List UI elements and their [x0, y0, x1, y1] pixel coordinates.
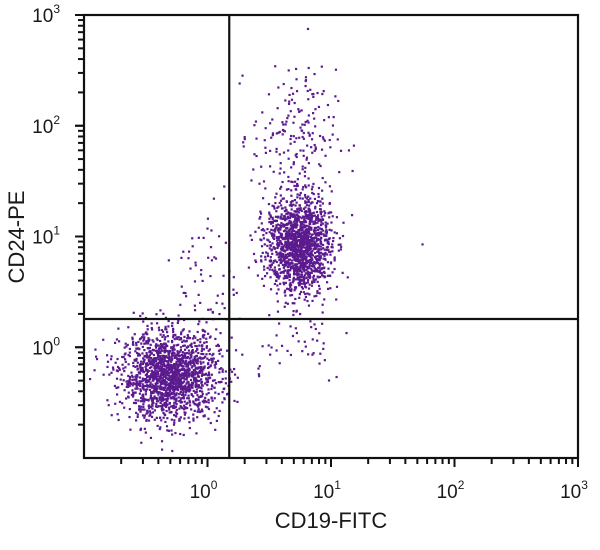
scatter-points	[88, 27, 424, 453]
y-axis-tick-labels: 100 101 102 103	[32, 2, 60, 359]
x-tick-label: 100	[190, 478, 218, 503]
x-axis-tick-labels: 100 101 102 103	[190, 478, 589, 503]
y-axis-title: CD24-PE	[4, 191, 29, 284]
y-axis-ticks	[75, 14, 84, 426]
x-tick-label: 101	[313, 478, 341, 503]
y-tick-label: 102	[32, 113, 60, 138]
x-axis-title: CD19-FITC	[275, 508, 388, 533]
x-tick-label: 102	[437, 478, 465, 503]
y-tick-label: 101	[32, 224, 60, 249]
y-tick-label: 100	[32, 334, 60, 359]
y-tick-label: 103	[32, 2, 60, 27]
x-tick-label: 103	[560, 478, 588, 503]
x-axis-ticks	[120, 458, 579, 467]
